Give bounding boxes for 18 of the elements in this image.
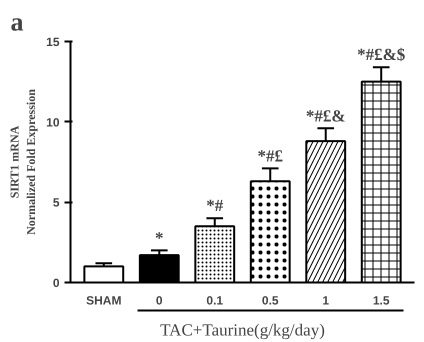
x-tick-label: 0.5 xyxy=(262,294,279,308)
y-tick-label: 0 xyxy=(52,276,60,290)
x-tick-label: 1.5 xyxy=(372,294,390,308)
annotation: *# xyxy=(206,196,224,216)
x-tick-label: 0 xyxy=(156,294,163,308)
y-tick-label: 15 xyxy=(46,35,60,49)
x-tick-label: 1 xyxy=(322,294,330,308)
x-tick-label: 0.1 xyxy=(206,294,224,308)
annotation: *#£&$ xyxy=(357,45,406,64)
y-tick-label: 10 xyxy=(46,115,60,130)
chart-title: a xyxy=(10,8,24,36)
x-tick-label: SHAM xyxy=(86,294,122,308)
x-axis-title: TAC+Taurine(g/kg/day) xyxy=(160,320,325,340)
annotation: * xyxy=(155,228,164,248)
annotation: *#£& xyxy=(306,106,346,126)
annotation: *#£ xyxy=(257,146,283,166)
y-axis-title: SIRT1 mRNA Normalized Fold Expression xyxy=(7,88,38,235)
y-tick-label: 5 xyxy=(52,196,60,210)
